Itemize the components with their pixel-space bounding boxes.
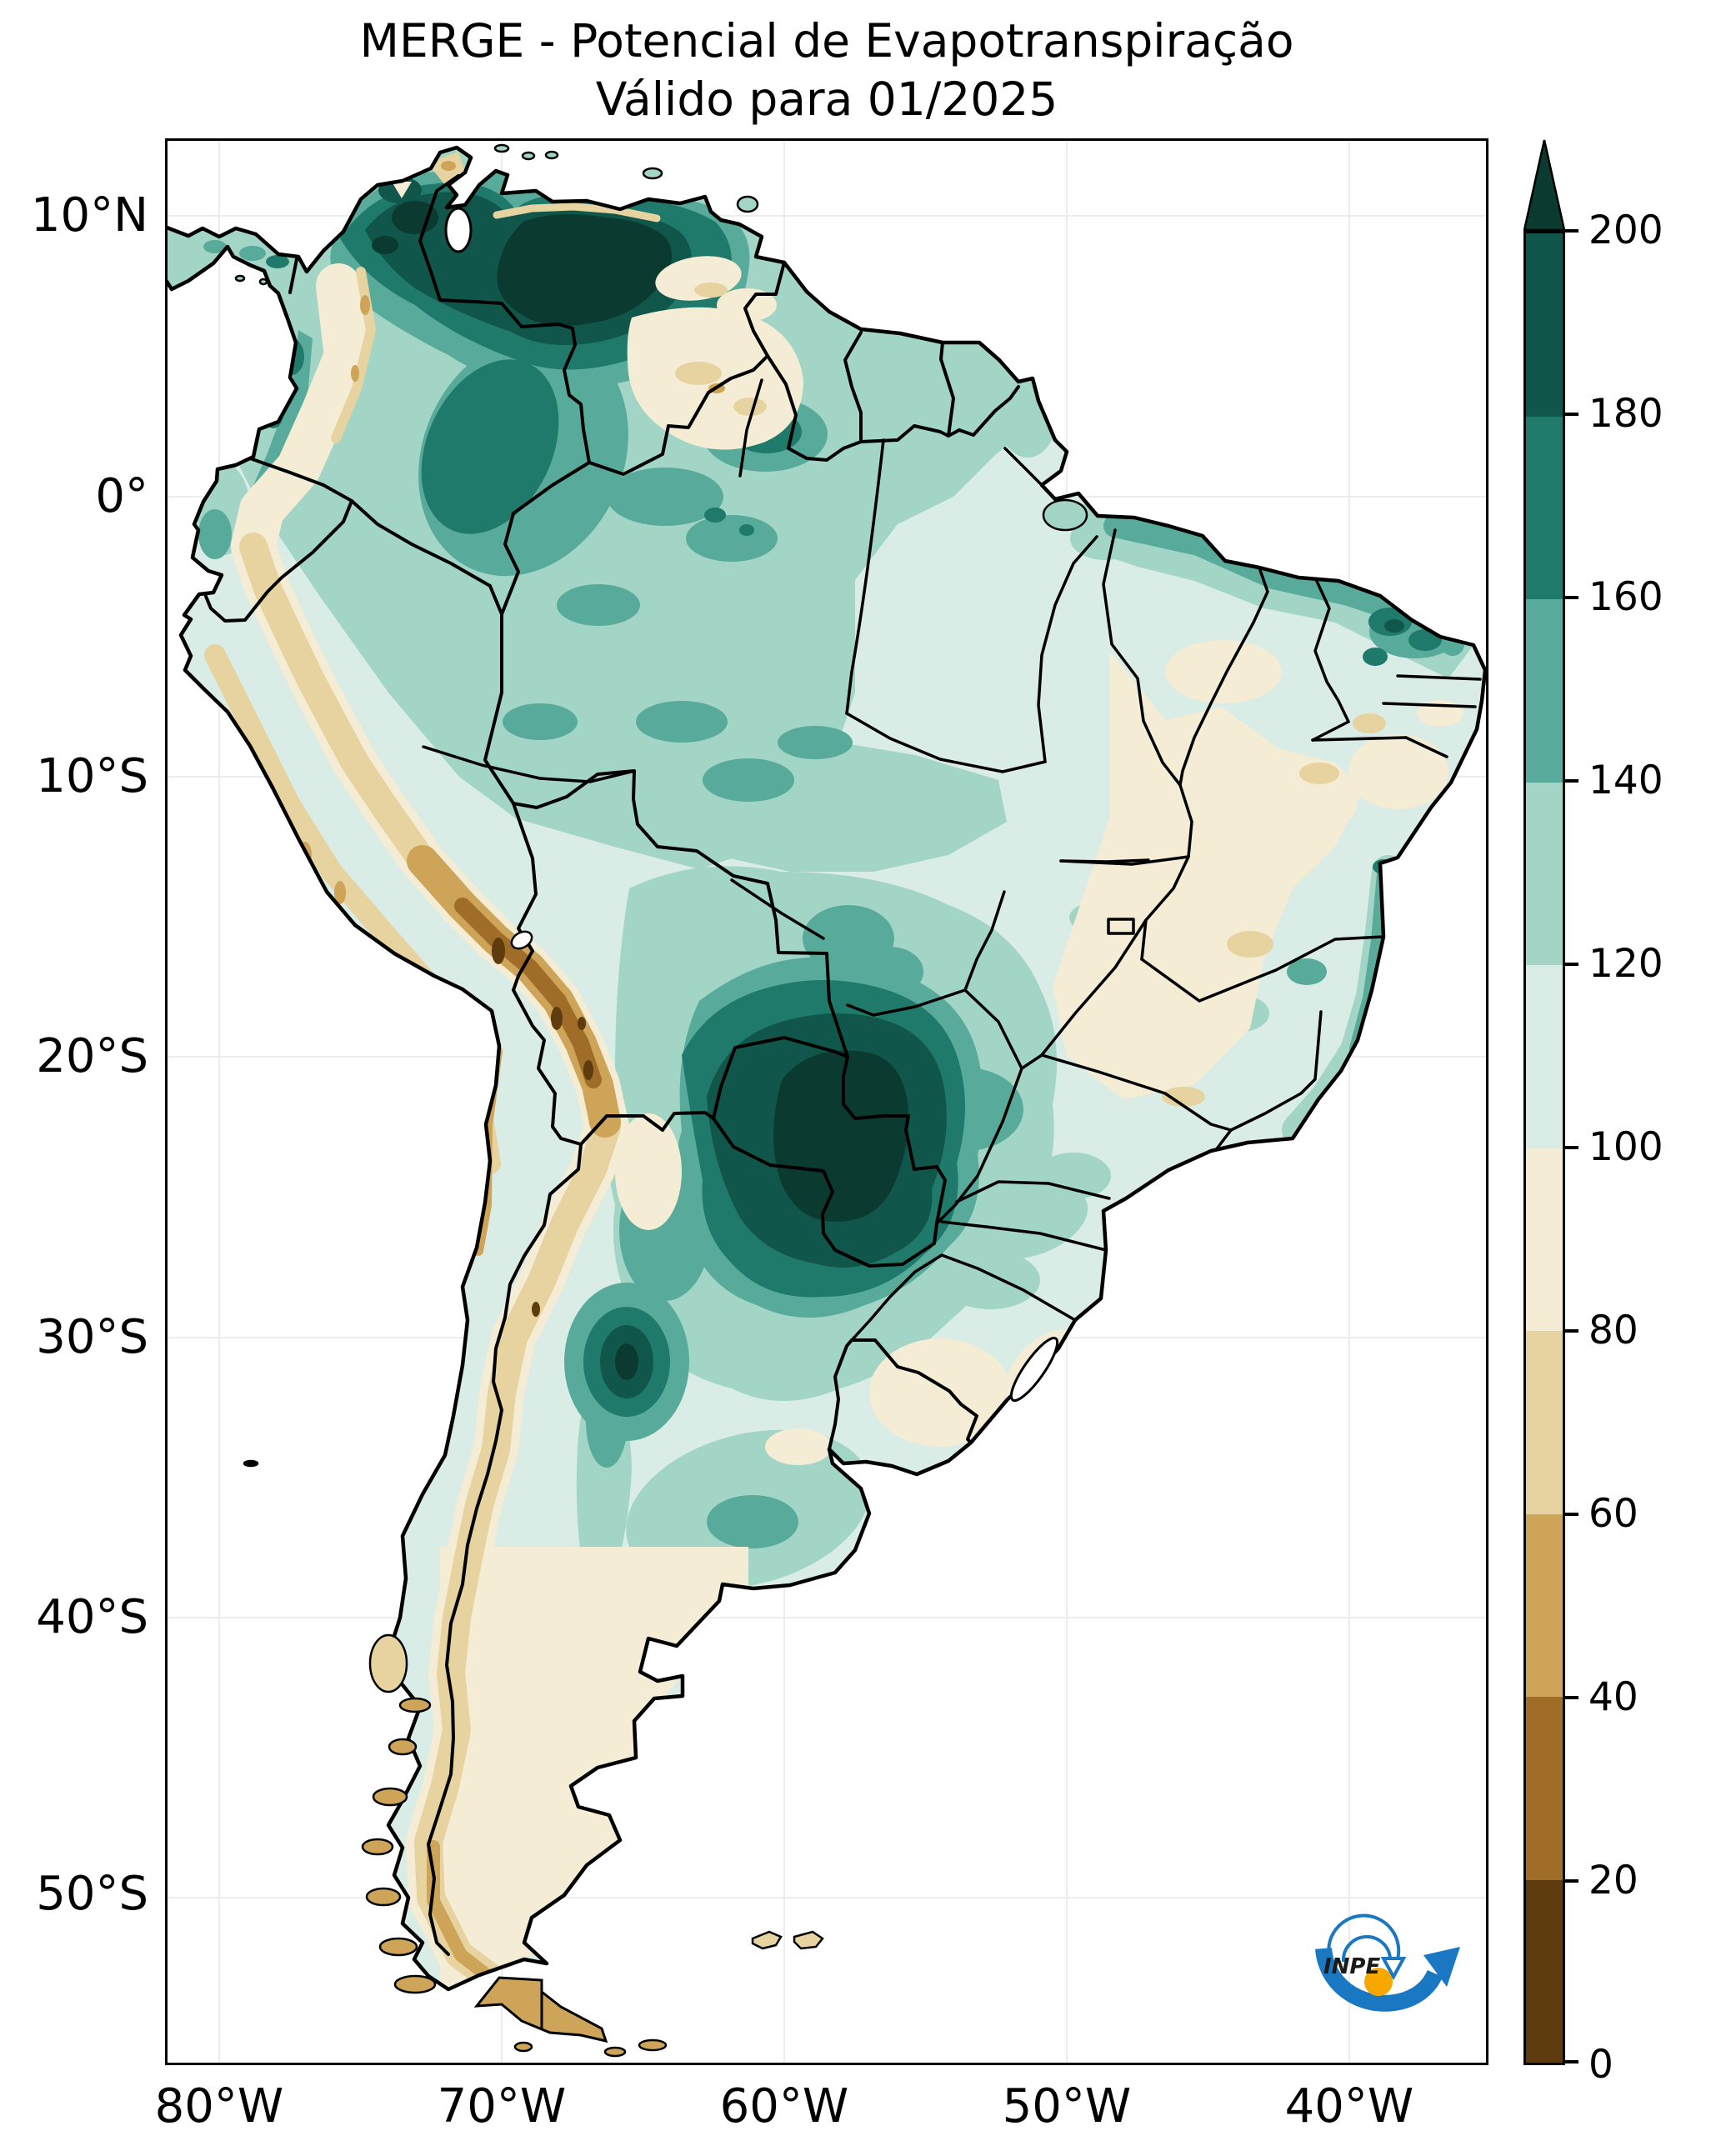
colorbar-segment-160-180 [1526, 416, 1563, 599]
lon-label-70w: 70°W [437, 2079, 567, 2133]
colorbar-label-200: 200 [1588, 208, 1663, 253]
colorbar-tick [1565, 413, 1578, 416]
lon-label-50w: 50°W [1002, 2079, 1132, 2133]
colorbar-segment-180-200 [1526, 233, 1563, 417]
colorbar-tick [1565, 1146, 1578, 1149]
colorbar-tick [1565, 1696, 1578, 1699]
chart-subtitle: Válido para 01/2025 [595, 73, 1058, 126]
colorbar-tick [1565, 1879, 1578, 1883]
colorbar-label-160: 160 [1588, 574, 1663, 620]
lat-label-0: 0° [95, 469, 148, 523]
colorbar-label-80: 80 [1588, 1308, 1638, 1353]
lon-label-40w: 40°W [1284, 2079, 1414, 2133]
lat-label-50s: 50°S [36, 1867, 148, 1921]
colorbar-tick [1565, 779, 1578, 783]
logo-text: INPE [1323, 1954, 1380, 1979]
logo-down-arrow-icon [1380, 1957, 1407, 1981]
colorbar-segment-60-80 [1526, 1331, 1563, 1514]
colorbar-label-140: 140 [1588, 758, 1663, 803]
colorbar-segment-140-160 [1526, 599, 1563, 783]
plot-border [165, 138, 1488, 2065]
lat-label-10s: 10°S [36, 749, 148, 803]
colorbar-tick [1565, 1329, 1578, 1333]
country-borders [203, 174, 1020, 1956]
colorbar-segment-0-20 [1526, 1879, 1563, 2063]
lat-label-30s: 30°S [36, 1310, 148, 1364]
colorbar-tick [1565, 229, 1578, 233]
colorbar-over-arrow [1523, 139, 1565, 231]
colorbar-segment-120-140 [1526, 782, 1563, 965]
colorbar-label-20: 20 [1588, 1858, 1638, 1903]
over-arrow-shape [1523, 139, 1565, 231]
colorbar-tick [1565, 1513, 1578, 1516]
islands [234, 143, 1088, 2058]
logo-up-arrow-icon [1423, 1947, 1460, 1987]
colorbar-label-40: 40 [1588, 1674, 1638, 1720]
lat-label-10n: 10°N [30, 188, 148, 243]
lat-label-20s: 20°S [36, 1029, 148, 1083]
logo-orange-ball [1364, 1968, 1393, 1996]
lakes [444, 207, 1059, 1402]
colorbar-segment-100-120 [1526, 965, 1563, 1148]
lat-label-40s: 40°S [36, 1590, 148, 1644]
map-canvas [165, 138, 1488, 2065]
colorbar-tick [1565, 596, 1578, 599]
colorbar-label-120: 120 [1588, 941, 1663, 987]
lon-label-80w: 80°W [154, 2079, 284, 2133]
colorbar-segment-80-100 [1526, 1148, 1563, 1331]
colorbar-label-100: 100 [1588, 1124, 1663, 1170]
colorbar-segment-40-60 [1526, 1513, 1563, 1697]
state-borders [422, 378, 1482, 1342]
colorbar-label-180: 180 [1588, 391, 1663, 437]
lon-label-60w: 60°W [719, 2079, 849, 2133]
inpe-logo: INPE [1315, 1913, 1460, 2012]
colorbar-segment-20-40 [1526, 1697, 1563, 1880]
logo-swoosh [1315, 1913, 1460, 2012]
colorbar-label-0: 0 [1588, 2042, 1613, 2088]
colorbar-tick [1565, 2060, 1578, 2063]
colorbar-tick [1565, 963, 1578, 966]
colorbar [1523, 231, 1565, 2065]
colorbar-label-60: 60 [1588, 1491, 1638, 1537]
chart-title: MERGE - Potencial de Evapotranspiração [359, 14, 1294, 68]
